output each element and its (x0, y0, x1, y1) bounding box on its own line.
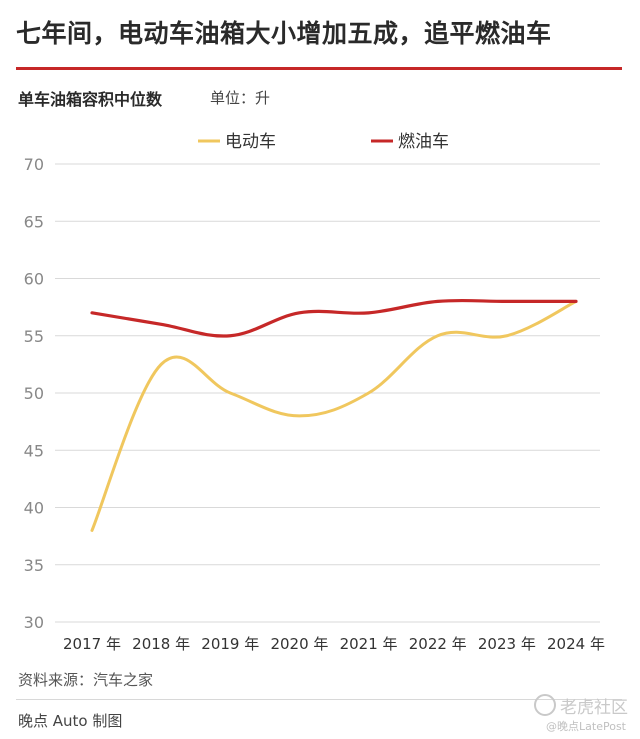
y-tick-label: 70 (24, 155, 44, 174)
x-tick-label: 2020 年 (270, 635, 328, 653)
legend: 电动车 燃油车 (198, 132, 449, 152)
watermark-main-text: 老虎社区 (560, 698, 628, 718)
x-axis-ticks: 2017 年 2018 年 2019 年 2020 年 2021 年 2022 年 2023… (63, 635, 605, 653)
x-tick-label: 2018 年 (132, 635, 190, 653)
x-tick-label: 2023 年 (478, 635, 536, 653)
page-title: 七年间，电动车油箱大小增加五成，追平燃油车 (16, 19, 552, 48)
y-axis-ticks: 30 35 40 45 50 55 60 65 70 (24, 155, 44, 632)
x-tick-label: 2022 年 (409, 635, 467, 653)
y-tick-label: 55 (24, 327, 44, 346)
y-tick-label: 40 (24, 499, 44, 518)
series-layer (90, 298, 578, 532)
y-tick-label: 50 (24, 384, 44, 403)
unit-label: 单位：升 (210, 89, 271, 107)
x-tick-label: 2019 年 (201, 635, 259, 653)
x-tick-label: 2021 年 (340, 635, 398, 653)
chart-subtitle: 单车油箱容积中位数 (18, 90, 163, 109)
grid-layer (55, 163, 600, 623)
y-tick-label: 65 (24, 212, 44, 231)
legend-label: 燃油车 (398, 132, 449, 152)
y-tick-label: 35 (24, 556, 44, 575)
line-chart: 30 35 40 45 50 55 60 65 70 2017 年 2018 年 2019 年 202… (24, 132, 605, 653)
credit-note: 晚点 Auto 制图 (18, 712, 123, 730)
title-divider (16, 67, 622, 70)
footer-divider (16, 699, 622, 700)
source-note: 资料来源：汽车之家 (18, 671, 154, 689)
x-tick-label: 2024 年 (547, 635, 605, 653)
series-line-ev (90, 299, 578, 532)
x-tick-label: 2017 年 (63, 635, 121, 653)
y-tick-label: 30 (24, 613, 44, 632)
y-tick-label: 45 (24, 441, 44, 460)
tiger-logo-icon (534, 694, 556, 716)
series-line-ice (90, 298, 578, 338)
watermark-main: 老虎社区 (534, 693, 628, 718)
legend-label: 电动车 (225, 132, 276, 152)
watermark-sub: @晚点LatePost (546, 720, 626, 733)
y-tick-label: 60 (24, 270, 44, 289)
